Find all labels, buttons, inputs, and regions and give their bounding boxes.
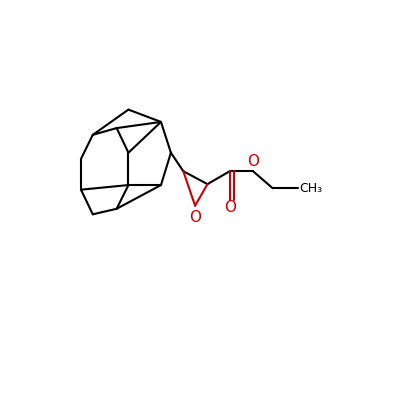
Text: O: O bbox=[189, 210, 201, 225]
Text: O: O bbox=[224, 200, 236, 215]
Text: CH₃: CH₃ bbox=[299, 182, 322, 195]
Text: O: O bbox=[247, 154, 259, 170]
